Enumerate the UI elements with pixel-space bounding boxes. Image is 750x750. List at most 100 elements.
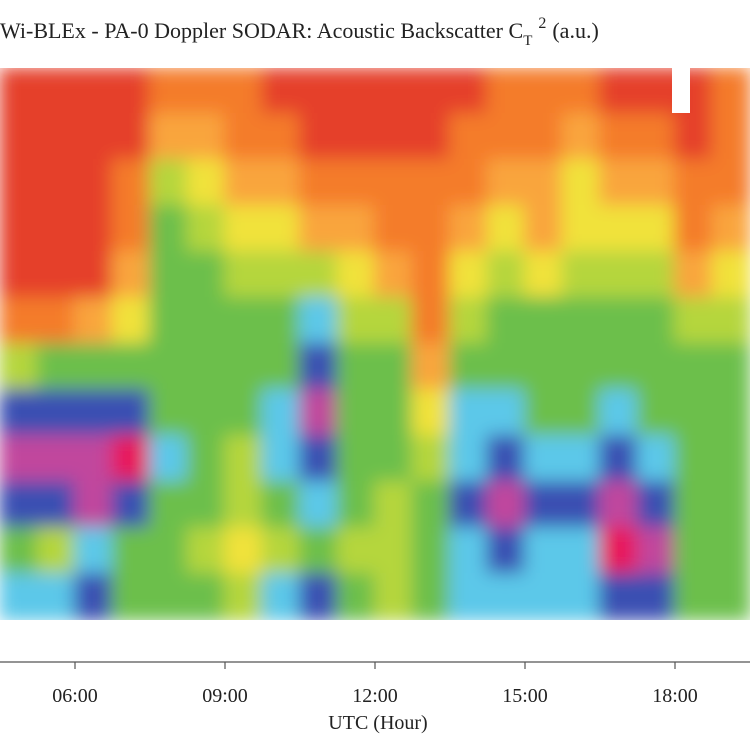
heatmap-cell bbox=[149, 435, 189, 483]
heatmap-cell bbox=[674, 205, 714, 253]
heatmap-cell bbox=[261, 435, 301, 483]
heatmap-cell bbox=[299, 527, 339, 575]
heatmap-cell bbox=[374, 68, 414, 115]
heatmap-cell bbox=[261, 251, 301, 299]
heatmap-cell bbox=[374, 159, 414, 207]
heatmap-cell bbox=[636, 251, 676, 299]
heatmap-cell bbox=[674, 481, 714, 529]
heatmap-cell bbox=[374, 343, 414, 391]
heatmap-cell bbox=[561, 159, 601, 207]
heatmap-cell bbox=[411, 527, 451, 575]
heatmap-cell bbox=[74, 343, 114, 391]
heatmap-cell bbox=[261, 113, 301, 161]
heatmap-cell bbox=[411, 481, 451, 529]
heatmap-cell bbox=[599, 527, 639, 575]
heatmap-cell bbox=[636, 113, 676, 161]
heatmap-cell bbox=[261, 343, 301, 391]
heatmap-cell bbox=[449, 251, 489, 299]
heatmap-cell bbox=[561, 527, 601, 575]
heatmap-cell bbox=[411, 159, 451, 207]
heatmap-cell bbox=[111, 113, 151, 161]
heatmap-cell bbox=[186, 435, 226, 483]
heatmap-cell bbox=[74, 159, 114, 207]
heatmap-cell bbox=[674, 343, 714, 391]
heatmap-cell bbox=[0, 343, 39, 391]
heatmap-cell bbox=[224, 343, 264, 391]
heatmap-cell bbox=[36, 527, 76, 575]
heatmap-cell bbox=[711, 481, 750, 529]
heatmap-cell bbox=[711, 205, 750, 253]
heatmap-cell bbox=[486, 251, 526, 299]
heatmap-cell bbox=[224, 159, 264, 207]
heatmap-cell bbox=[711, 297, 750, 345]
heatmap-cell bbox=[486, 481, 526, 529]
heatmap-cell bbox=[599, 481, 639, 529]
heatmap-cell bbox=[74, 113, 114, 161]
heatmap-cell bbox=[411, 389, 451, 437]
heatmap-cell bbox=[36, 389, 76, 437]
heatmap-cell bbox=[74, 573, 114, 620]
heatmap-cell bbox=[561, 435, 601, 483]
heatmap-cell bbox=[36, 481, 76, 529]
heatmap-cell bbox=[599, 435, 639, 483]
heatmap-cell bbox=[36, 68, 76, 115]
heatmap-cell bbox=[224, 68, 264, 115]
heatmap-cell bbox=[561, 251, 601, 299]
heatmap-cell bbox=[486, 113, 526, 161]
heatmap-cell bbox=[261, 159, 301, 207]
heatmap-cell bbox=[0, 113, 39, 161]
heatmap-cell bbox=[486, 389, 526, 437]
heatmap-cell bbox=[449, 481, 489, 529]
heatmap-cell bbox=[711, 343, 750, 391]
heatmap-cell bbox=[561, 343, 601, 391]
heatmap-cell bbox=[374, 389, 414, 437]
heatmap-cell bbox=[186, 159, 226, 207]
heatmap-cell bbox=[411, 251, 451, 299]
heatmap-cell bbox=[561, 297, 601, 345]
heatmap-cell bbox=[486, 205, 526, 253]
heatmap-cell bbox=[486, 435, 526, 483]
heatmap-cell bbox=[524, 435, 564, 483]
heatmap-cell bbox=[299, 68, 339, 115]
heatmap-cell bbox=[374, 527, 414, 575]
heatmap-cell bbox=[674, 435, 714, 483]
heatmap-cell bbox=[674, 389, 714, 437]
heatmap-cell bbox=[374, 481, 414, 529]
heatmap-cell bbox=[299, 159, 339, 207]
heatmap-cell bbox=[36, 251, 76, 299]
heatmap-cell bbox=[149, 343, 189, 391]
heatmap-cell bbox=[636, 573, 676, 620]
heatmap-cell bbox=[186, 573, 226, 620]
heatmap-cell bbox=[336, 343, 376, 391]
heatmap-cell bbox=[224, 113, 264, 161]
heatmap-cell bbox=[261, 68, 301, 115]
heatmap-cell bbox=[111, 159, 151, 207]
heatmap-cell bbox=[674, 251, 714, 299]
heatmap-cell bbox=[636, 527, 676, 575]
heatmap-cell bbox=[449, 527, 489, 575]
heatmap-cell bbox=[486, 159, 526, 207]
heatmap-cell bbox=[261, 481, 301, 529]
heatmap-cell bbox=[224, 527, 264, 575]
heatmap-cell bbox=[0, 527, 39, 575]
heatmap-cell bbox=[336, 251, 376, 299]
heatmap-cell bbox=[711, 435, 750, 483]
heatmap-cell bbox=[224, 573, 264, 620]
heatmap-cell bbox=[449, 113, 489, 161]
heatmap-cell bbox=[374, 573, 414, 620]
heatmap-cell bbox=[36, 159, 76, 207]
heatmap-cell bbox=[0, 389, 39, 437]
heatmap-cell bbox=[674, 573, 714, 620]
heatmap-cell bbox=[111, 68, 151, 115]
heatmap-cell bbox=[524, 297, 564, 345]
heatmap-cell bbox=[599, 205, 639, 253]
heatmap-cell bbox=[336, 205, 376, 253]
heatmap-cell bbox=[411, 573, 451, 620]
heatmap-cell bbox=[449, 297, 489, 345]
heatmap-cell bbox=[411, 297, 451, 345]
heatmap-cell bbox=[0, 251, 39, 299]
heatmap-cell bbox=[524, 205, 564, 253]
heatmap-cell bbox=[149, 573, 189, 620]
heatmap-cell bbox=[261, 389, 301, 437]
heatmap-cell bbox=[336, 527, 376, 575]
